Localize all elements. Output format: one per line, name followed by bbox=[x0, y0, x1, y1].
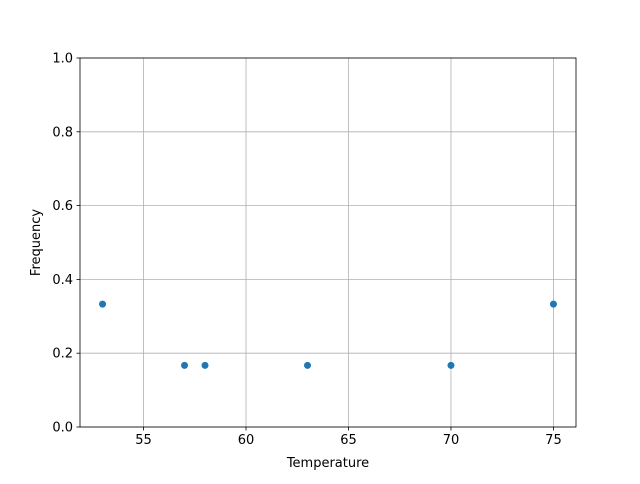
grid bbox=[80, 57, 576, 428]
y-tick-label: 0.0 bbox=[52, 421, 73, 436]
data-point bbox=[304, 361, 312, 369]
y-tick-label: 0.8 bbox=[52, 125, 73, 140]
data-point bbox=[201, 361, 209, 369]
data-point bbox=[181, 361, 189, 369]
x-tick-label: 65 bbox=[340, 433, 357, 448]
y-tick-label: 0.4 bbox=[52, 273, 73, 288]
y-tick-label: 0.6 bbox=[52, 199, 73, 214]
x-tick-label: 55 bbox=[135, 433, 152, 448]
x-tick-label: 70 bbox=[443, 433, 460, 448]
data-point bbox=[549, 300, 557, 308]
x-tick-label: 75 bbox=[545, 433, 562, 448]
data-point bbox=[447, 361, 455, 369]
data-point bbox=[99, 300, 107, 308]
x-axis-label: Temperature bbox=[286, 456, 369, 471]
ticks: 55 60 65 70 75 0.0 0.2 0.4 0.6 0.8 1.0 bbox=[52, 52, 561, 449]
y-tick-label: 0.2 bbox=[52, 347, 73, 362]
x-tick-label: 60 bbox=[238, 433, 255, 448]
data-points bbox=[99, 300, 557, 369]
y-tick-label: 1.0 bbox=[52, 52, 73, 67]
y-axis-label: Frequency bbox=[29, 209, 44, 276]
axes-frame bbox=[79, 57, 577, 428]
